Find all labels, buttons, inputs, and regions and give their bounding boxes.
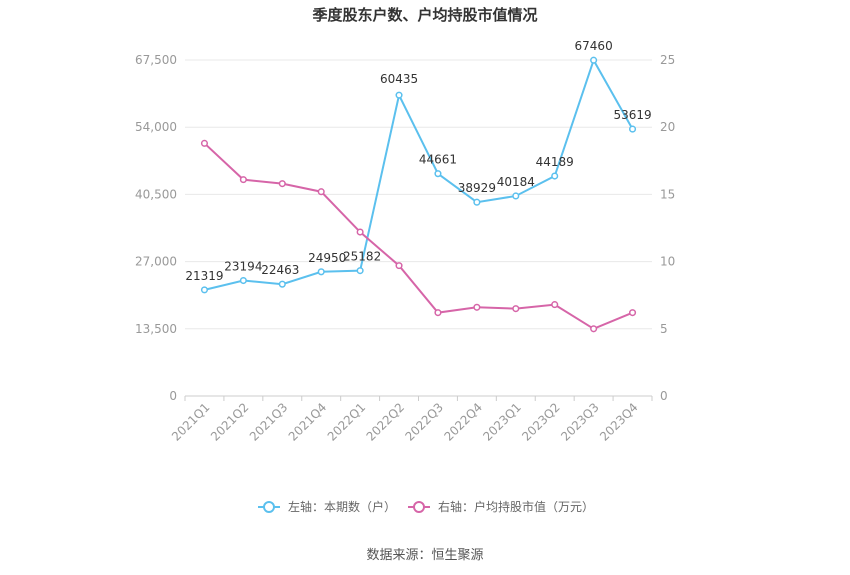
series-1-point[interactable] — [551, 172, 559, 180]
source-note: 数据来源：恒生聚源 — [366, 548, 483, 563]
data-label: 60435 — [380, 72, 418, 86]
series-1-point[interactable] — [395, 91, 403, 99]
right-axis-tick-label: 25 — [660, 53, 675, 67]
left-axis-tick-label: 13,500 — [135, 322, 177, 336]
data-label: 67460 — [575, 39, 613, 53]
series-2-point[interactable] — [551, 301, 559, 309]
chart-title: 季度股东户数、户均持股市值情况 — [312, 6, 537, 24]
x-axis-tick-label: 2021Q2 — [208, 400, 252, 444]
data-label: 22463 — [261, 263, 299, 277]
x-axis-tick-label: 2021Q3 — [247, 400, 291, 444]
data-label: 44661 — [419, 153, 457, 167]
data-label: 24950 — [308, 251, 346, 265]
axes: 013,50027,00040,50054,00067,500051015202… — [135, 53, 675, 444]
series-2-point[interactable] — [434, 309, 442, 317]
series-2-point[interactable] — [356, 228, 364, 236]
legend-item-1[interactable]: 左轴：本期数（户） — [258, 499, 396, 514]
legend[interactable]: 左轴：本期数（户） 右轴：户均持股市值（万元） — [258, 499, 594, 514]
data-label: 23194 — [224, 260, 262, 274]
series-line-2 — [203, 142, 633, 330]
x-axis-tick-label: 2021Q1 — [169, 400, 213, 444]
legend-label: 左轴：本期数（户） — [288, 499, 396, 514]
data-label: 44189 — [536, 155, 574, 169]
series-2-point[interactable] — [473, 303, 481, 311]
right-axis-tick-label: 10 — [660, 255, 675, 269]
x-axis-tick-label: 2023Q2 — [519, 400, 563, 444]
grid — [185, 59, 652, 397]
series-1-point[interactable] — [590, 56, 598, 64]
right-axis-tick-label: 5 — [660, 322, 668, 336]
series-1-point[interactable] — [473, 198, 481, 206]
legend-label: 右轴：户均持股市值（万元） — [438, 499, 594, 514]
x-axis-tick-label: 2023Q4 — [597, 400, 641, 444]
data-label: 53619 — [613, 108, 651, 122]
left-axis-tick-label: 40,500 — [135, 187, 177, 201]
x-axis-tick-label: 2023Q3 — [558, 400, 602, 444]
x-axis-tick-label: 2021Q4 — [286, 400, 330, 444]
x-axis-tick-label: 2022Q4 — [441, 400, 485, 444]
series-1-point[interactable] — [628, 125, 637, 133]
right-axis-tick-label: 15 — [660, 187, 675, 201]
data-label: 38929 — [458, 181, 496, 195]
data-label: 21319 — [185, 269, 223, 283]
data-label: 25182 — [343, 250, 381, 264]
legend-item-2[interactable]: 右轴：户均持股市值（万元） — [408, 499, 594, 514]
series-2-point[interactable] — [200, 139, 209, 147]
series-1-point[interactable] — [356, 267, 364, 275]
series-2-point[interactable] — [628, 309, 637, 317]
series-2-point[interactable] — [590, 325, 598, 333]
series-1-point[interactable] — [512, 192, 520, 200]
x-axis-tick-label: 2022Q3 — [403, 400, 447, 444]
series-2-point[interactable] — [512, 305, 520, 313]
left-axis-tick-label: 0 — [169, 389, 177, 403]
series-2-point[interactable] — [395, 262, 403, 270]
data-label: 40184 — [497, 175, 535, 189]
left-axis-tick-label: 54,000 — [135, 120, 177, 134]
right-axis-tick-label: 20 — [660, 120, 675, 134]
series-2-point[interactable] — [317, 188, 325, 196]
series-1-point[interactable] — [434, 170, 442, 178]
left-axis-tick-label: 27,000 — [135, 255, 177, 269]
legend-marker — [413, 501, 425, 513]
series-1-point[interactable] — [200, 286, 209, 294]
series-2-point[interactable] — [278, 180, 286, 188]
series — [200, 56, 637, 333]
x-axis-tick-label: 2023Q1 — [480, 400, 524, 444]
right-axis-tick-label: 0 — [660, 389, 668, 403]
x-axis-tick-label: 2022Q1 — [325, 400, 369, 444]
series-1-point[interactable] — [278, 280, 286, 288]
left-axis-tick-label: 67,500 — [135, 53, 177, 67]
legend-marker — [263, 501, 275, 513]
series-line-1 — [204, 57, 634, 291]
x-axis-tick-label: 2022Q2 — [364, 400, 408, 444]
series-1-point[interactable] — [317, 268, 325, 276]
series-1-point[interactable] — [239, 276, 247, 285]
series-2-point[interactable] — [239, 176, 247, 184]
